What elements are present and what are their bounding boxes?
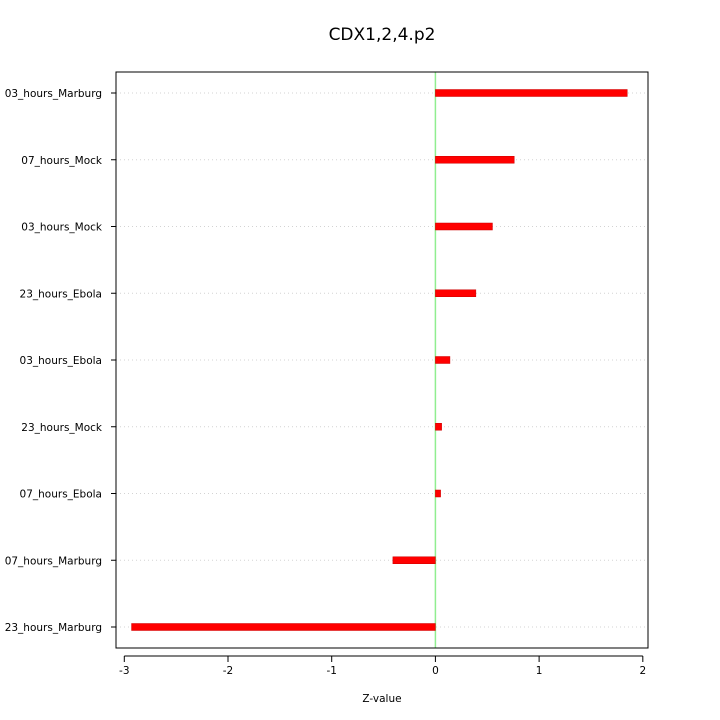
y-tick-label: 23_hours_Ebola [20,288,102,300]
y-tick-label: 07_hours_Mock [21,155,103,167]
y-tick-label: 23_hours_Marburg [5,622,102,634]
y-tick-label: 03_hours_Mock [21,222,103,234]
y-tick-label: 07_hours_Marburg [5,555,102,567]
bar-03_hours_Mock [435,222,493,231]
bars [131,89,628,631]
bar-03_hours_Marburg [435,89,628,97]
grid-lines [116,92,648,628]
bar-03_hours_Ebola [435,356,451,364]
x-tick-label: 2 [639,665,646,677]
y-tick-label: 07_hours_Ebola [20,489,102,501]
x-axis: -3 -2 -1 0 1 2 [119,655,646,677]
bar-23_hours_Mock [435,423,442,431]
x-tick-label: 1 [536,665,543,677]
chart-title: CDX1,2,4.p2 [329,25,436,45]
x-tick-label: 0 [432,665,439,677]
x-tick-label: -2 [223,665,233,677]
bar-07_hours_Marburg [392,556,436,564]
y-tick-label: 03_hours_Ebola [20,355,102,367]
x-tick-label: -3 [119,665,129,677]
y-tick-label: 23_hours_Mock [21,422,103,434]
bar-23_hours_Marburg [131,623,436,631]
bar-07_hours_Mock [435,156,515,164]
x-tick-label: -1 [326,665,336,677]
bar-23_hours_Ebola [435,289,477,297]
x-axis-label: Z-value [362,693,401,705]
y-tick-label: 03_hours_Marburg [5,88,102,100]
y-axis: 03_hours_Marburg 07_hours_Mock 03_hours_Mo… [5,88,116,634]
bar-07_hours_Ebola [435,489,441,498]
